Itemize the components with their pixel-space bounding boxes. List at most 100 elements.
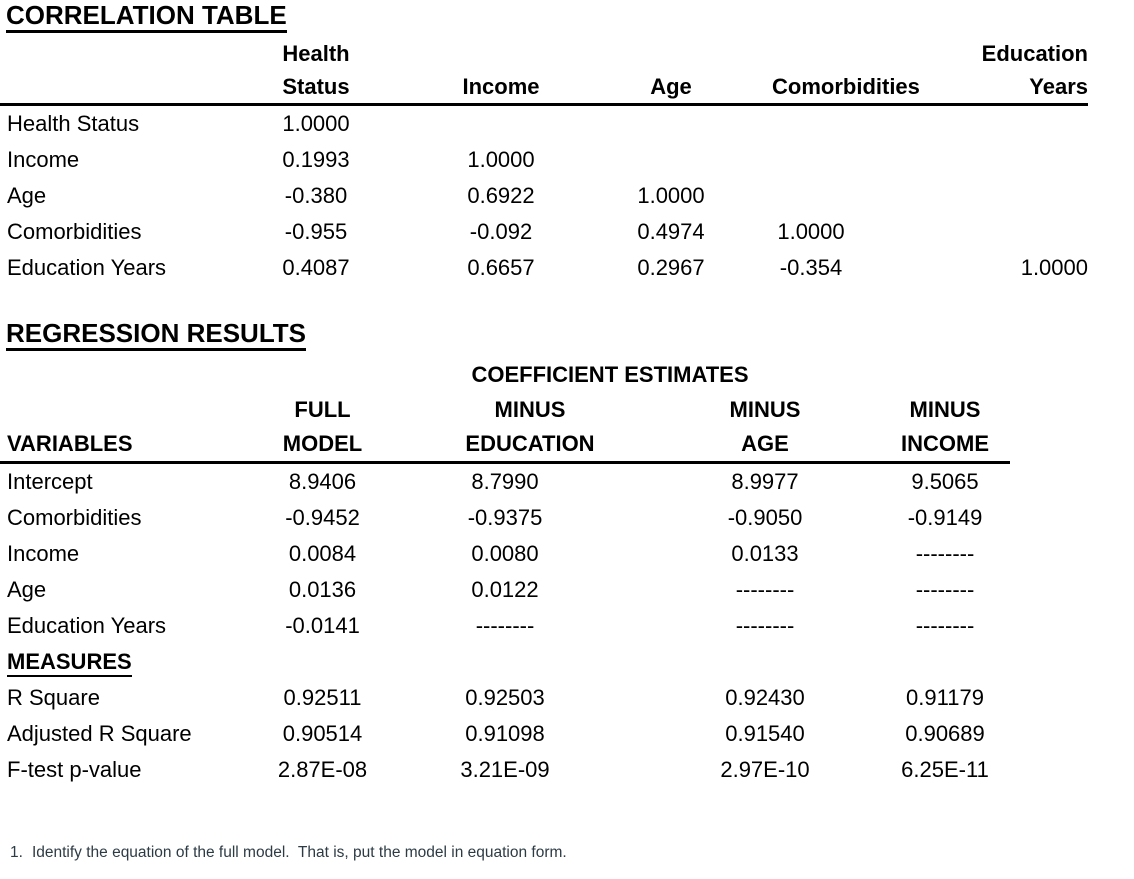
value-cell: 1.0000 <box>637 183 705 208</box>
col-header-minus-age-line2: AGE <box>650 427 880 464</box>
value-cell: 1.0000 <box>777 219 845 244</box>
regression-header-row-2: VARIABLES MODEL EDUCATION AGE INCOME <box>0 427 1010 464</box>
value-cell: 0.6922 <box>467 183 535 208</box>
measures-header-cell: MEASURES <box>0 644 1010 680</box>
value-cell <box>610 105 732 143</box>
value-cell: -0.955 <box>284 219 348 244</box>
row-label: Comorbidities <box>7 219 142 244</box>
value-cell: 0.0133 <box>731 541 799 566</box>
correlation-header-row: Health Status Income Age Comorbidities <box>0 37 1088 106</box>
value-cell: 0.4974 <box>637 219 705 244</box>
value-cell: 2.97E-10 <box>720 757 810 782</box>
correlation-title: CORRELATION TABLE <box>6 2 287 33</box>
col-header-income: Income <box>392 37 610 106</box>
row-label: Comorbidities <box>7 505 142 530</box>
value-cell: 0.92503 <box>465 685 545 710</box>
col-header-line: Health <box>282 41 350 66</box>
table-row: Income 0.0084 0.0080 0.0133 -------- <box>0 536 1010 572</box>
row-label: Income <box>7 541 80 566</box>
measures-header: MEASURES <box>7 649 132 677</box>
regression-section: REGRESSION RESULTS COEFFICIENT ESTIMATES… <box>0 286 1134 788</box>
row-label: Age <box>7 183 47 208</box>
value-cell <box>890 142 1088 178</box>
value-cell: -0.380 <box>284 183 348 208</box>
value-cell: -0.9050 <box>727 505 803 530</box>
coefficient-estimates-subtitle: COEFFICIENT ESTIMATES <box>471 362 749 387</box>
col-header-line: Education <box>981 41 1088 66</box>
col-header-line: Income <box>462 74 540 99</box>
row-label: Health Status <box>7 111 140 136</box>
value-cell: 0.4087 <box>282 255 350 280</box>
question-number: 1. <box>10 844 23 861</box>
value-cell: 1.0000 <box>467 147 535 172</box>
value-cell <box>610 142 732 178</box>
value-cell: -0.0141 <box>285 613 360 638</box>
table-row: Intercept 8.9406 8.7990 8.9977 9.5065 <box>0 463 1010 501</box>
row-label: Income <box>7 147 80 172</box>
col-header-comorbidities: Comorbidities <box>732 37 920 106</box>
value-cell: -0.9149 <box>907 505 983 530</box>
value-cell <box>890 105 1088 143</box>
col-header-line: Status <box>282 74 350 99</box>
value-cell: 8.9977 <box>731 469 799 494</box>
table-row: Education Years -0.0141 -------- -------… <box>0 608 1010 644</box>
value-cell: 8.7990 <box>471 469 539 494</box>
value-cell: 0.0080 <box>471 541 539 566</box>
col-header-line <box>610 37 732 70</box>
col-header-full-line2: MODEL <box>235 427 410 464</box>
regression-header-blank <box>0 393 235 427</box>
value-cell: -------- <box>915 541 975 566</box>
value-cell: 0.91540 <box>725 721 805 746</box>
value-cell: 1.0000 <box>1020 255 1088 280</box>
regression-title: REGRESSION RESULTS <box>6 320 307 351</box>
value-cell: 0.6657 <box>467 255 535 280</box>
value-cell <box>890 214 1088 250</box>
col-header-minus-education-line2: EDUCATION <box>410 427 650 464</box>
col-header-minus-age-line1: MINUS <box>729 397 801 422</box>
question-text: Identify the equation of the full model.… <box>31 844 567 861</box>
col-header-line <box>392 37 610 70</box>
value-cell: -------- <box>915 613 975 638</box>
col-header-full-line1: FULL <box>294 397 351 422</box>
col-header-health-status: Health Status <box>240 37 392 106</box>
value-cell: -------- <box>735 577 795 602</box>
col-header-education-years: Education Years <box>890 37 1088 106</box>
col-header-line <box>772 37 890 70</box>
row-label: Age <box>7 577 47 602</box>
col-header-age: Age <box>610 37 732 106</box>
table-row: Education Years 0.4087 0.6657 0.2967 -0.… <box>0 250 1088 286</box>
value-cell: -0.9375 <box>467 505 543 530</box>
value-cell: 9.5065 <box>911 469 979 494</box>
value-cell: 0.90514 <box>282 721 363 746</box>
value-cell: 0.2967 <box>637 255 705 280</box>
row-label: R Square <box>7 685 100 710</box>
table-row: F-test p-value 2.87E-08 3.21E-09 2.97E-1… <box>0 752 1010 788</box>
value-cell: 6.25E-11 <box>901 757 989 782</box>
measures-header-row: MEASURES <box>0 644 1010 680</box>
value-cell: -------- <box>915 577 975 602</box>
table-row: Comorbidities -0.955 -0.092 0.4974 1.000… <box>0 214 1088 250</box>
table-row: Age 0.0136 0.0122 -------- -------- <box>0 572 1010 608</box>
correlation-table: Health Status Income Age Comorbidities <box>0 37 1088 286</box>
value-cell: 0.91179 <box>906 685 984 710</box>
value-cell: -------- <box>735 613 795 638</box>
table-row: Income 0.1993 1.0000 <box>0 142 1088 178</box>
col-header-line: Comorbidities <box>772 74 920 99</box>
value-cell: 0.92511 <box>283 685 362 710</box>
row-label: F-test p-value <box>7 757 142 782</box>
value-cell: 8.9406 <box>288 469 357 494</box>
value-cell: 0.0084 <box>288 541 357 566</box>
value-cell <box>392 105 610 143</box>
value-cell: 0.91098 <box>465 721 545 746</box>
row-label: Education Years <box>7 255 167 280</box>
table-row: Health Status 1.0000 <box>0 105 1088 143</box>
value-cell: 0.90689 <box>905 721 985 746</box>
correlation-section: CORRELATION TABLE Health Status Income <box>0 2 1134 286</box>
correlation-header-blank <box>0 37 240 106</box>
variables-header: VARIABLES <box>0 427 235 464</box>
table-row: Age -0.380 0.6922 1.0000 <box>0 178 1088 214</box>
regression-header-row-1: FULL MINUS MINUS MINUS <box>0 393 1010 427</box>
value-cell: 0.0122 <box>471 577 539 602</box>
value-cell <box>890 178 1088 214</box>
